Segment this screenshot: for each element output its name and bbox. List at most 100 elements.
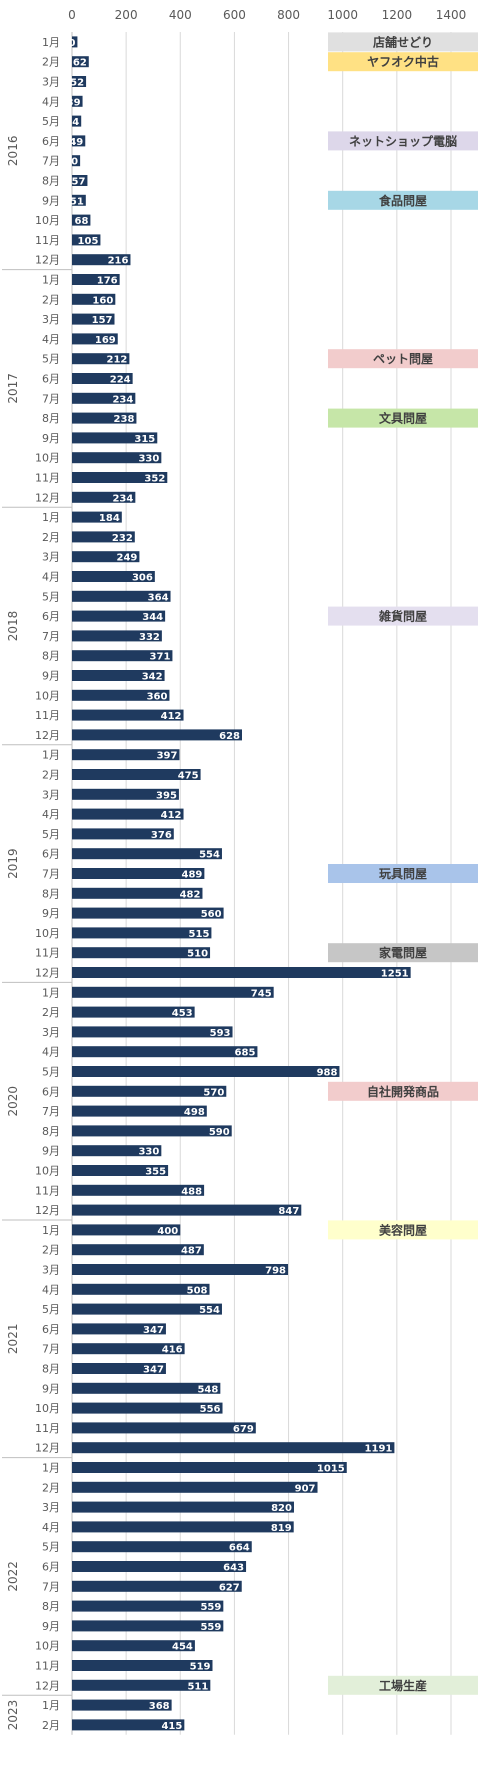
month-label: 5月 (42, 115, 60, 128)
bar-value-label: 52 (70, 78, 84, 89)
bar-value-label: 238 (114, 414, 135, 425)
bar-value-label: 395 (156, 790, 177, 801)
bar (72, 1501, 294, 1513)
month-label: 12月 (35, 1442, 60, 1455)
month-label: 7月 (42, 155, 60, 168)
bar (72, 1244, 204, 1256)
x-tick-label: 0 (68, 8, 76, 22)
bar-value-label: 306 (132, 573, 153, 584)
month-label: 1月 (42, 274, 60, 287)
bar (72, 135, 86, 147)
bar-value-label: 988 (317, 1068, 338, 1079)
bar-value-label: 590 (209, 1127, 230, 1138)
month-label: 1月 (42, 1224, 60, 1237)
month-label: 4月 (42, 808, 60, 821)
bar (72, 1442, 395, 1454)
bar-value-label: 347 (143, 1365, 164, 1376)
bar-value-label: 355 (145, 1167, 166, 1178)
month-label: 12月 (35, 1204, 60, 1217)
month-label: 6月 (42, 373, 60, 386)
bar (72, 808, 184, 820)
month-label: 10月 (35, 1402, 60, 1415)
bar-value-label: 68 (74, 216, 88, 227)
month-label: 3月 (42, 313, 60, 326)
grid-lines (71, 32, 452, 1735)
bar (72, 234, 101, 246)
bar (72, 1363, 166, 1374)
bar (72, 1204, 302, 1216)
bar-value-label: 224 (110, 375, 131, 386)
year-groups: 2016 2017 2018 2019 2020 2021 2022 2023 (2, 136, 72, 1730)
month-label: 10月 (35, 689, 60, 702)
month-label: 3月 (42, 76, 60, 89)
bar-value-label: 489 (181, 870, 202, 881)
bar-value-label: 488 (181, 1186, 202, 1197)
month-label: 2月 (42, 1719, 60, 1732)
bar (72, 452, 162, 464)
month-label: 9月 (42, 194, 60, 207)
bar (72, 1580, 242, 1592)
bar-value-label: 157 (92, 315, 113, 326)
month-label: 12月 (35, 967, 60, 980)
year-label: 2017 (6, 373, 20, 404)
bar-value-label: 1251 (381, 969, 409, 980)
bar (72, 749, 180, 761)
x-tick-label: 1000 (327, 8, 358, 22)
bar-value-label: 34 (65, 117, 79, 128)
annotation-background (328, 190, 478, 210)
bar (72, 551, 140, 563)
month-label: 9月 (42, 907, 60, 920)
annotation-box: ヤフオク中古 (328, 52, 478, 72)
bar-value-label: 416 (162, 1345, 183, 1356)
month-label: 12月 (35, 729, 60, 742)
bar-value-label: 330 (138, 1147, 159, 1158)
bar (72, 1303, 222, 1315)
bar (72, 650, 173, 662)
bar-value-label: 412 (161, 711, 182, 722)
month-label: 7月 (42, 392, 60, 405)
x-tick-label: 400 (169, 8, 192, 22)
month-label: 6月 (42, 848, 60, 861)
bar (72, 1125, 232, 1137)
bar-value-label: 232 (112, 533, 133, 544)
bar-value-label: 820 (271, 1503, 292, 1514)
month-label: 11月 (35, 947, 60, 960)
bar (72, 630, 162, 642)
bar-value-label: 412 (161, 810, 182, 821)
bar (72, 769, 201, 780)
bar (72, 1699, 172, 1711)
bar (72, 95, 83, 107)
annotation-box: 文具問屋 (328, 408, 478, 428)
bar (72, 1323, 166, 1335)
month-label: 9月 (42, 1145, 60, 1158)
bar (72, 1481, 318, 1493)
bar-value-label: 560 (201, 909, 222, 920)
month-label: 9月 (42, 670, 60, 683)
bar (72, 709, 184, 721)
bar-value-label: 249 (117, 553, 138, 564)
bar (72, 1145, 162, 1157)
bar (72, 848, 222, 860)
month-label: 8月 (42, 1125, 60, 1138)
annotation-box: 自社開発商品 (328, 1081, 478, 1101)
month-label: 6月 (42, 1323, 60, 1336)
bar (72, 1026, 233, 1038)
bar (72, 1402, 223, 1414)
month-label: 4月 (42, 1521, 60, 1534)
bar-value-label: 169 (95, 335, 116, 346)
bar (72, 1046, 258, 1058)
bar (72, 1184, 205, 1196)
month-label: 10月 (35, 452, 60, 465)
x-tick-label: 1400 (436, 8, 467, 22)
annotation-label: 食品問屋 (378, 193, 427, 208)
bar-value-label: 554 (199, 1305, 220, 1316)
month-label: 11月 (35, 1660, 60, 1673)
bar (72, 927, 212, 939)
bar (72, 1719, 185, 1731)
annotation-box: 工場生産 (328, 1675, 478, 1695)
year-label: 2018 (6, 611, 20, 642)
bar (72, 115, 82, 127)
month-label: 11月 (35, 1422, 60, 1435)
bar (72, 333, 118, 345)
month-label: 5月 (42, 353, 60, 366)
